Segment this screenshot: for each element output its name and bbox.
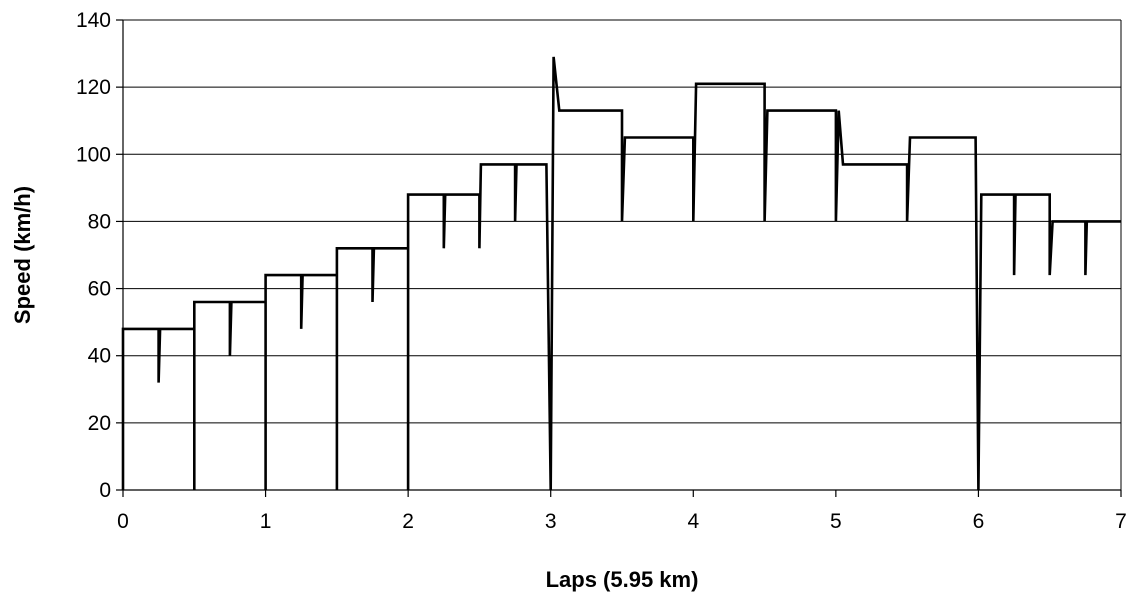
y-tick-label: 140: [76, 9, 111, 32]
x-tick-label: 7: [1115, 510, 1127, 533]
x-tick-label: 3: [545, 510, 557, 533]
x-axis-title: Laps (5.95 km): [546, 567, 699, 592]
tick-labels: 0 20 40 60 80 100 120 140 0 1 2 3 4 5 6 7: [76, 9, 1127, 533]
x-tick-label: 5: [830, 510, 842, 533]
y-axis-title: Speed (km/h): [10, 186, 35, 324]
y-tick-label: 40: [88, 345, 111, 368]
x-tick-label: 6: [973, 510, 985, 533]
series-line-0: [121, 56, 1121, 491]
y-tick-label: 120: [76, 76, 111, 99]
x-tick-label: 2: [402, 510, 414, 533]
y-tick-label: 0: [99, 479, 111, 502]
x-tick-label: 1: [260, 510, 272, 533]
y-tick-label: 100: [76, 143, 111, 166]
y-tick-label: 20: [88, 412, 111, 435]
y-tick-label: 80: [88, 210, 111, 233]
x-tick-label: 4: [687, 510, 699, 533]
gridlines: [123, 19, 1122, 490]
x-tick-label: 0: [117, 510, 129, 533]
series-group: [121, 56, 1121, 491]
y-tick-label: 60: [88, 278, 111, 301]
